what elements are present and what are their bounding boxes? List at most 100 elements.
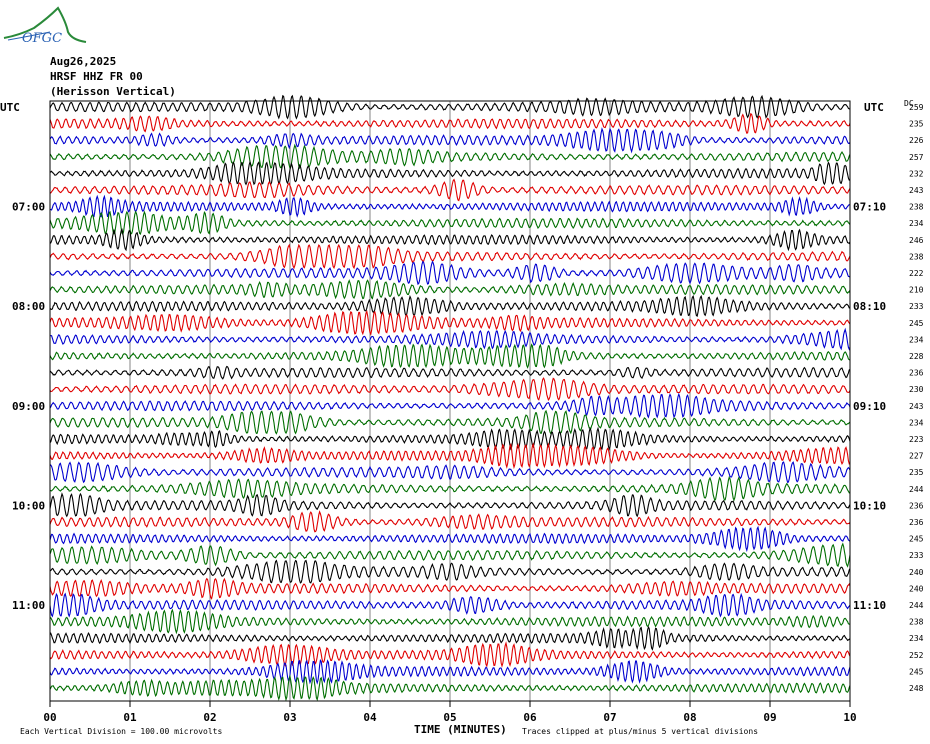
seismic-trace <box>49 194 851 218</box>
dc-offset-label: 240 <box>909 584 924 593</box>
dc-offset-label: 226 <box>909 136 924 145</box>
dc-offset-label: 228 <box>909 352 924 361</box>
seismic-trace <box>49 461 851 484</box>
dc-offset-label: 238 <box>909 618 924 627</box>
dc-offset-label: 238 <box>909 252 924 261</box>
dc-offset-label: 210 <box>909 286 924 295</box>
dc-label: DC <box>904 99 914 108</box>
seismic-trace <box>49 310 851 336</box>
dc-offset-label: 259 <box>909 103 924 112</box>
dc-offset-label: 244 <box>909 485 924 494</box>
seismic-traces <box>49 94 851 702</box>
dc-offset-label: 245 <box>909 667 924 676</box>
dc-offset-label: 236 <box>909 369 924 378</box>
seismic-trace <box>49 243 851 270</box>
dc-offset-label: 235 <box>909 468 924 477</box>
seismic-trace <box>49 525 851 553</box>
seismic-trace <box>49 260 851 286</box>
x-tick-label: 10 <box>843 711 856 724</box>
dc-offset-label: 236 <box>909 501 924 510</box>
dc-offset-label: 245 <box>909 319 924 328</box>
x-tick-label: 09 <box>763 711 776 724</box>
x-axis-label: TIME (MINUTES) <box>414 723 507 736</box>
seismic-trace <box>49 658 851 685</box>
seismic-trace <box>49 178 851 202</box>
dc-offset-label: 234 <box>909 219 924 228</box>
seismic-trace <box>49 641 851 668</box>
dc-offset-label: 233 <box>909 302 924 311</box>
dc-offset-label: 236 <box>909 518 924 527</box>
x-tick-label: 02 <box>203 711 216 724</box>
left-time-label: 08:00 <box>12 300 45 313</box>
dc-offset-label: 244 <box>909 601 924 610</box>
seismic-trace <box>49 409 851 436</box>
footer-vertical-division: Each Vertical Division = 100.00 microvol… <box>20 727 222 736</box>
seismic-trace <box>49 343 851 369</box>
left-time-label: 11:00 <box>12 599 45 612</box>
seismic-trace <box>49 577 851 600</box>
seismic-trace <box>49 159 851 186</box>
dc-offset-label: 240 <box>909 568 924 577</box>
header-date: Aug26,2025 <box>50 55 117 68</box>
x-tick-label: 01 <box>123 711 137 724</box>
seismic-trace <box>49 510 851 533</box>
seismic-trace <box>49 392 851 419</box>
right-time-label: 10:10 <box>853 499 886 512</box>
dc-offset-label: 227 <box>909 452 924 461</box>
x-tick-label: 08 <box>683 711 696 724</box>
dc-offset-label: 230 <box>909 385 924 394</box>
x-tick-label: 06 <box>523 711 537 724</box>
left-axis-title: UTC <box>0 101 20 114</box>
dc-offset-label: 245 <box>909 535 924 544</box>
dc-offset-label: 232 <box>909 169 924 178</box>
seismic-trace <box>49 365 851 380</box>
seismic-trace <box>49 279 851 300</box>
dc-offset-label: 238 <box>909 203 924 212</box>
dc-offset-label: 243 <box>909 186 924 195</box>
seismic-trace <box>49 442 851 470</box>
dc-offset-label: 233 <box>909 551 924 560</box>
seismic-trace <box>49 559 851 584</box>
left-time-label: 09:00 <box>12 400 45 413</box>
seismic-trace <box>49 94 851 120</box>
seismic-trace <box>50 327 851 351</box>
dc-offset-label: 246 <box>909 236 924 245</box>
dc-offset-label: 252 <box>909 651 924 660</box>
dc-offset-label: 234 <box>909 634 924 643</box>
right-time-label: 11:10 <box>853 599 886 612</box>
dc-offset-labels: 259 235 226 257 232 243 238 234 246 238 222 210 233 2… <box>909 103 924 693</box>
x-axis: 00 01 02 03 04 05 06 07 08 09 10 <box>43 701 857 724</box>
seismic-trace <box>49 377 851 401</box>
seismic-trace <box>49 143 851 170</box>
dc-offset-label: 222 <box>909 269 924 278</box>
seismic-trace <box>49 492 851 518</box>
dc-offset-label: 257 <box>909 153 924 162</box>
dc-offset-label: 235 <box>909 120 924 129</box>
header-station: HRSF HHZ FR 00 <box>50 70 143 83</box>
x-tick-label: 05 <box>443 711 456 724</box>
dc-offset-label: 243 <box>909 402 924 411</box>
right-time-label: 08:10 <box>853 300 886 313</box>
right-time-labels: 07:10 08:10 09:10 10:10 11:10 <box>853 201 886 612</box>
footer-clipping-note: Traces clipped at plus/minus 5 vertical … <box>522 727 758 736</box>
ofgc-logo: OFGC <box>3 6 87 46</box>
right-time-label: 09:10 <box>853 400 886 413</box>
seismic-trace <box>49 294 851 318</box>
x-tick-label: 00 <box>43 711 56 724</box>
logo-mountain-icon <box>3 6 87 43</box>
seismic-trace <box>49 210 851 236</box>
seismic-trace <box>49 674 851 702</box>
seismic-trace <box>49 608 851 635</box>
seismic-trace <box>49 228 851 252</box>
seismic-trace <box>49 127 851 154</box>
left-time-labels: 07:00 08:00 09:00 10:00 11:00 <box>12 201 45 612</box>
dc-offset-label: 248 <box>909 684 924 693</box>
seismic-trace <box>49 625 851 651</box>
right-time-label: 07:10 <box>853 201 886 214</box>
right-axis-title: UTC <box>864 101 884 114</box>
x-tick-label: 04 <box>363 711 377 724</box>
seismic-trace <box>49 112 851 134</box>
seismic-trace <box>49 426 851 451</box>
seismic-trace <box>49 475 851 502</box>
dc-offset-label: 234 <box>909 418 924 427</box>
